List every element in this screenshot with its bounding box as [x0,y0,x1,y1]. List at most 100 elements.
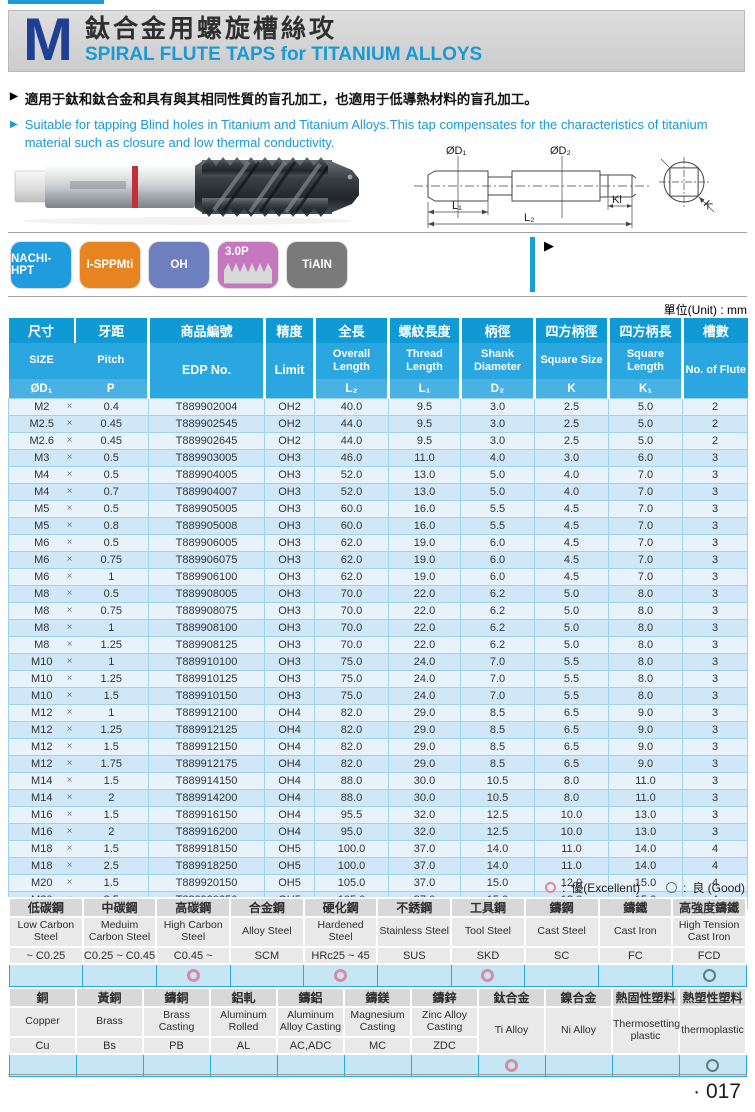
cell-thread-length: 30.0 [388,789,461,807]
spec-row: M3 × 0.5 T889903005 OH3 46.0 11.0 4.0 3.0 6.0 3 [8,449,748,467]
material-name-zh: 鑄鎂 [343,987,412,1008]
cell-edp: T889904007 [148,483,265,501]
section-divider-bar [530,237,535,292]
multiply-sign: × [66,707,73,718]
page-number: · 017 [693,1080,741,1103]
badge: TiAlN [286,240,348,289]
bullet-arrow-icon: ▶ [544,238,554,253]
cell-size: M14 × [8,772,75,790]
cell-square-size: 6.5 [534,738,609,756]
material-name-en: Aluminum Rolled [209,1006,278,1038]
cell-square-size: 5.0 [534,636,609,654]
cell-square-size: 4.5 [534,568,609,586]
cell-thread-length: 24.0 [388,653,461,671]
dim-label-d2: ØD₂ [550,145,571,157]
legend-good-label: 良 (Good) [692,881,745,895]
badges-row: NACHI-HPT I-SPPMti OH 3.0P TiAlN ▶ [8,232,747,297]
badge-label: NACHI-HPT [11,252,52,277]
multiply-sign: × [66,520,73,531]
material-code: C0.25 ~ C0.45 [81,946,158,965]
cell-square-length: 7.0 [608,534,683,552]
cell-pitch: 0.75 [74,602,149,620]
material-rating [450,963,526,987]
multiply-sign: × [66,809,73,820]
material-rating [8,963,84,987]
cell-square-length: 8.0 [608,636,683,654]
material-name-zh: 鈦合金 [477,987,546,1008]
cell-limit: OH3 [264,449,315,467]
multiply-sign: × [66,826,73,837]
cell-flutes: 3 [682,500,748,518]
cell-shank-diameter: 6.0 [460,551,535,569]
material-name-en: Meduim Carbon Steel [81,916,158,948]
material-name-zh: 高強度鑄鐵 [671,897,747,918]
cell-overall-length: 44.0 [314,432,389,450]
cell-edp: T889910150 [148,687,265,705]
cell-shank-diameter: 14.0 [460,857,535,875]
cell-flutes: 3 [682,466,748,484]
material-name-zh: 鑄鋼 [523,897,600,918]
cell-size: M2.5 × [8,415,75,433]
cell-shank-diameter: 8.5 [460,721,535,739]
cell-shank-diameter: 5.0 [460,483,535,501]
cell-shank-diameter: 6.0 [460,568,535,586]
cell-square-length: 14.0 [608,840,683,858]
cell-flutes: 2 [682,415,748,433]
cell-flutes: 3 [682,568,748,586]
head-sym-overall-length: L₂ [313,379,389,399]
cell-size: M16 × [8,806,75,824]
cell-edp: T889908005 [148,585,265,603]
cell-pitch: 1 [74,653,149,671]
cell-square-length: 5.0 [608,398,683,416]
head-sym-thread-length: L₁ [387,379,461,399]
cell-thread-length: 30.0 [388,772,461,790]
material-rating [303,963,378,987]
cell-edp: T889918250 [148,857,265,875]
material-table-1: 低碳鋼 中碳鋼 高碳鋼 合金鋼 硬化鋼 不銹鋼 工具鋼 鑄鋼 鑄鐵 高強度鑄鐵 Low Carbon… [8,897,747,987]
cell-shank-diameter: 15.0 [460,874,535,892]
cell-edp: T889910100 [148,653,265,671]
spec-row: M4 × 0.5 T889904005 OH3 52.0 13.0 5.0 4.0 7.0 3 [8,466,748,484]
cell-edp: T889912125 [148,721,265,739]
multiply-sign: × [66,741,73,752]
page-title: 鈦合金用螺旋槽絲攻 [84,15,337,44]
cell-square-size: 10.0 [534,806,609,824]
cell-shank-diameter: 6.2 [460,636,535,654]
cell-edp: T889903005 [148,449,265,467]
cell-shank-diameter: 5.0 [460,466,535,484]
cell-limit: OH4 [264,806,315,824]
badge: 3.0P [217,240,279,289]
cell-limit: OH5 [264,840,315,858]
head-en-flutes: No. of Flute [681,343,748,399]
cell-square-size: 10.0 [534,823,609,841]
cell-square-size: 2.5 [534,415,609,433]
cell-flutes: 3 [682,449,748,467]
material-name-en: Cast Steel [523,916,600,948]
cell-shank-diameter: 4.0 [460,449,535,467]
cell-pitch: 2.5 [74,857,149,875]
cell-size: M8 × [8,619,75,637]
multiply-sign: × [66,401,73,412]
cell-square-length: 11.0 [608,789,683,807]
cell-thread-length: 19.0 [388,551,461,569]
spec-row: M12 × 1 T889912100 OH4 82.0 29.0 8.5 6.5 9.0 3 [8,704,748,722]
spec-row: M8 × 1 T889908100 OH3 70.0 22.0 6.2 5.0 8.0 3 [8,619,748,637]
cell-pitch: 2 [74,823,149,841]
head-en-size: SIZE [8,343,75,379]
cell-overall-length: 62.0 [314,568,389,586]
cell-square-size: 2.5 [534,432,609,450]
material-name-en: High Carbon Steel [155,916,232,948]
cell-size: M12 × [8,738,75,756]
cell-thread-length: 29.0 [388,755,461,773]
material-rating [155,963,231,987]
cell-overall-length: 82.0 [314,738,389,756]
cell-edp: T889908125 [148,636,265,654]
cell-pitch: 1 [74,704,149,722]
cell-square-length: 8.0 [608,687,683,705]
cell-pitch: 1.5 [74,806,149,824]
badge-label: I-SPPMti [86,258,134,271]
cell-square-size: 6.5 [534,704,609,722]
spec-row: M6 × 0.75 T889906075 OH3 62.0 19.0 6.0 4.5 7.0 3 [8,551,748,569]
cell-overall-length: 60.0 [314,500,389,518]
cell-size: M8 × [8,602,75,620]
